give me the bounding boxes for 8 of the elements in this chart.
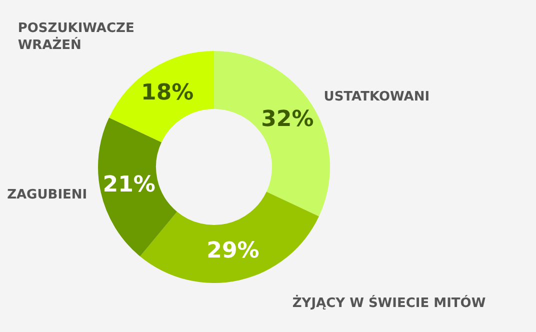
data-label: 29%	[206, 238, 260, 264]
data-label: 32%	[261, 107, 314, 132]
slice-label: ZAGUBIENI	[7, 188, 88, 203]
data-label: 21%	[102, 172, 156, 198]
slice-label: ŻYJĄCY W ŚWIECIE MITÓW	[292, 294, 486, 312]
slice-label: USTATKOWANI	[324, 90, 430, 105]
slice-label: POSZUKIWACZE WRAŻEŃ	[18, 21, 134, 54]
data-label: 18%	[141, 80, 194, 106]
